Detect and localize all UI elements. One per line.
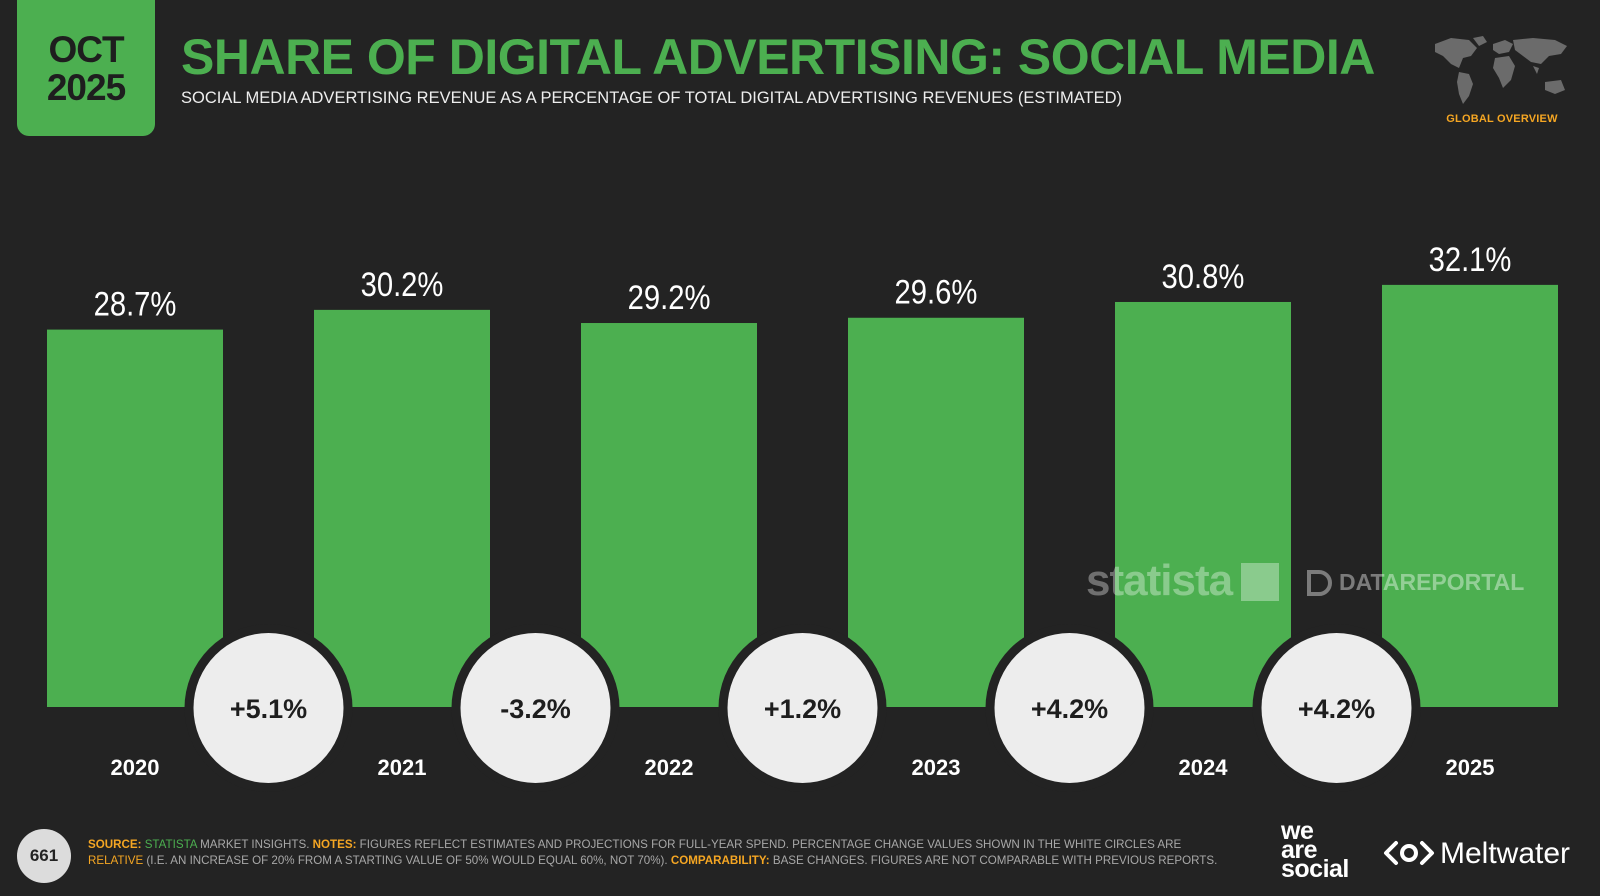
date-badge-month: OCT — [48, 29, 124, 71]
category-label: 2022 — [645, 755, 694, 780]
category-label: 2024 — [1179, 755, 1229, 780]
category-label: 2025 — [1446, 755, 1495, 780]
we-are-social-line: we — [1281, 817, 1314, 845]
bar-value-label: 28.7% — [94, 285, 177, 324]
page-number: 661 — [17, 829, 71, 883]
change-bubble — [460, 633, 611, 783]
category-label: 2020 — [111, 755, 160, 780]
statista-watermark: statista — [1086, 556, 1233, 605]
bar — [581, 323, 757, 707]
date-badge: OCT 2025 — [17, 0, 155, 136]
bar-value-label: 29.6% — [895, 273, 978, 312]
bar-value-label: 29.2% — [628, 278, 711, 317]
change-bubble — [193, 633, 344, 783]
notes-key: NOTES: — [312, 838, 357, 851]
comparability-key: COMPARABILITY: — [670, 854, 770, 867]
datareportal-watermark: DATAREPORTAL — [1339, 569, 1525, 595]
bar — [1382, 284, 1558, 707]
change-label: +4.2% — [1031, 694, 1108, 724]
category-label: 2023 — [912, 755, 961, 780]
change-label: +1.2% — [764, 694, 841, 724]
bar — [47, 329, 223, 707]
source-key: SOURCE: — [88, 838, 142, 851]
date-badge-year: 2025 — [46, 67, 126, 108]
datareportal-logo-icon — [1307, 570, 1332, 596]
world-map-icon — [1435, 36, 1567, 104]
source-rest: MARKET INSIGHTS. — [196, 838, 313, 851]
source-note: SOURCE: STATISTA MARKET INSIGHTS. NOTES:… — [88, 837, 1238, 869]
region-label: GLOBAL OVERVIEW — [1446, 113, 1558, 125]
page-title: SHARE OF DIGITAL ADVERTISING: SOCIAL MED… — [181, 29, 1375, 85]
meltwater-logo-icon — [1384, 841, 1434, 865]
change-bubble — [1261, 633, 1412, 783]
bar-value-label: 32.1% — [1429, 240, 1512, 279]
notes-text: FIGURES REFLECT ESTIMATES AND PROJECTION… — [356, 838, 1182, 851]
source-name: STATISTA — [144, 838, 197, 851]
bar-value-label: 30.2% — [361, 265, 444, 304]
bar — [848, 317, 1024, 707]
bar-value-label: 30.8% — [1162, 257, 1245, 296]
bar — [1115, 301, 1291, 707]
change-bubble — [994, 633, 1145, 783]
bar-chart: 28.7% 2020 30.2% 2021 29.2% 2022 29.6% 2023 30.8… — [47, 239, 1558, 783]
comparability-text: BASE CHANGES. FIGURES ARE NOT COMPARABLE… — [769, 854, 1218, 867]
bar — [314, 309, 490, 707]
change-bubble — [727, 633, 878, 783]
we-are-social-line: are — [1281, 836, 1318, 864]
page-subtitle: SOCIAL MEDIA ADVERTISING REVENUE AS A PE… — [181, 89, 1123, 107]
change-label: +4.2% — [1298, 694, 1375, 724]
we-are-social-logo: we are social — [1281, 817, 1349, 883]
notes-tail: (I.E. AN INCREASE OF 20% FROM A STARTING… — [143, 854, 671, 867]
meltwater-logo: Meltwater — [1440, 837, 1571, 870]
statista-logo-icon — [1241, 563, 1279, 601]
notes-relative: RELATIVE — [88, 854, 144, 867]
change-label: +5.1% — [230, 694, 307, 724]
category-label: 2021 — [378, 755, 427, 780]
we-are-social-line: social — [1281, 855, 1349, 883]
change-label: -3.2% — [500, 694, 571, 724]
